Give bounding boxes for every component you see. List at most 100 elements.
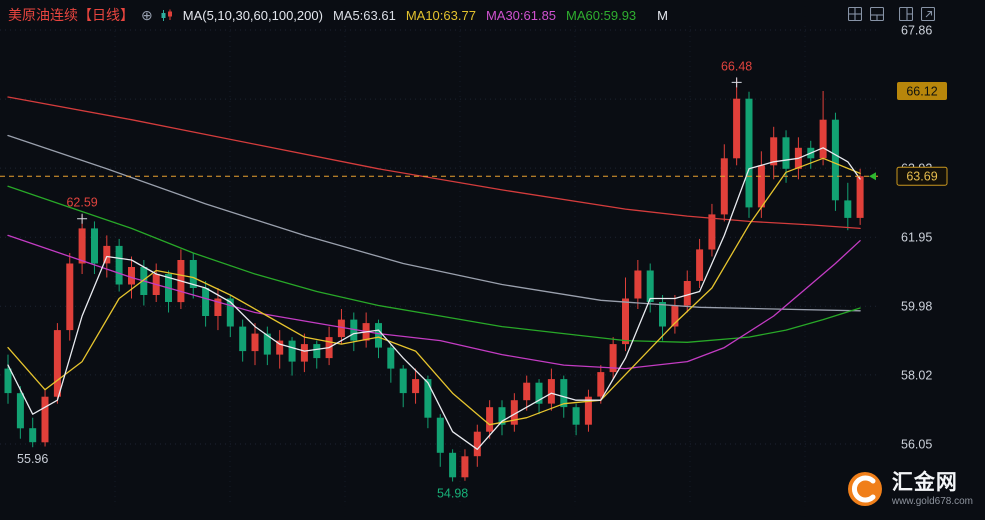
candlestick [276, 330, 284, 369]
candlestick [622, 277, 629, 352]
candlestick [300, 333, 308, 373]
period-indicator: M [657, 7, 668, 23]
candlestick [856, 168, 864, 225]
ma30-value: MA30:61.85 [485, 7, 557, 23]
ma100-line [7, 134, 861, 312]
axis-tick-label: 67.86 [901, 24, 932, 38]
candlestick [584, 389, 592, 432]
ma10-line [7, 157, 861, 426]
candlestick [239, 319, 247, 362]
candlestick [66, 253, 74, 341]
candlestick [436, 414, 444, 467]
last-price-arrow-icon [869, 172, 876, 181]
ma5-value: MA5:63.61 [332, 7, 396, 23]
candlestick [288, 337, 296, 376]
price-annotation: 62.59 [66, 196, 97, 210]
candlestick [659, 295, 666, 341]
candlestick [4, 354, 12, 404]
ma200-line [7, 96, 861, 230]
candlestick [535, 379, 543, 415]
watermark-site-name: 汇金网 [891, 471, 958, 495]
price-annotation: 66.48 [721, 59, 752, 73]
symbol-title[interactable]: 美原油连续【日线】 [8, 7, 134, 23]
candlestick [251, 323, 259, 366]
candlestick [770, 126, 778, 180]
candlestick [733, 78, 741, 166]
axis-tick-label: 59.98 [901, 300, 932, 314]
candlestick [523, 375, 531, 411]
watermark-text: 汇金网 www.gold678.com [892, 471, 973, 506]
candlestick [461, 449, 469, 481]
axis-tick-label: 61.95 [901, 231, 932, 245]
candlestick [78, 214, 86, 274]
candlestick [486, 400, 494, 439]
candlestick [53, 323, 61, 404]
candlestick [375, 319, 382, 359]
candlestick [782, 130, 790, 183]
price-badge: 66.12 [897, 82, 947, 100]
candlestick [473, 424, 481, 467]
candlestick [671, 295, 679, 334]
candlestick [844, 182, 852, 231]
candlestick [313, 340, 321, 369]
chart-toolbar [848, 7, 935, 21]
candlestick [115, 238, 123, 292]
chart-header: 美原油连续【日线】 ⊕ MA(5,10,30,60,100,200) MA5:6… [8, 5, 668, 25]
layout-split-bottom-icon[interactable] [870, 7, 884, 21]
candlestick [263, 326, 271, 366]
svg-text:63.69: 63.69 [906, 170, 937, 184]
candlestick [720, 144, 728, 222]
plus-circle-icon[interactable]: ⊕ [141, 7, 153, 23]
ma30-line [7, 234, 861, 370]
axis-tick-label: 58.02 [901, 368, 932, 382]
candlestick [16, 386, 24, 439]
candlestick [819, 91, 827, 166]
candlestick [572, 403, 580, 436]
axis-tick-label: 56.05 [901, 438, 932, 452]
candlestick [807, 140, 815, 169]
candlestick [424, 375, 432, 429]
candlestick [597, 365, 605, 404]
candlestick [745, 91, 753, 218]
candlestick [449, 449, 457, 482]
candlestick [708, 203, 716, 257]
candlestick [634, 260, 642, 309]
candlestick [337, 309, 345, 345]
candlestick [498, 400, 506, 436]
high-cross-marker [77, 213, 88, 224]
candlestick [189, 253, 197, 299]
site-watermark: 汇金网 www.gold678.com [847, 471, 973, 507]
ma60-line [7, 185, 861, 343]
huijin-logo-icon [847, 472, 882, 506]
candlestick [399, 365, 407, 408]
candlestick [350, 312, 358, 352]
ma60-value: MA60:59.93 [566, 7, 637, 23]
candlestick [362, 312, 370, 348]
kline-style-icon[interactable] [160, 9, 174, 22]
candlestick [547, 368, 555, 411]
ma-overlay-label: MA(5,10,30,60,100,200) [182, 7, 323, 23]
candlestick [387, 344, 395, 383]
candlestick [41, 389, 49, 447]
candlestick [609, 337, 617, 380]
price-annotation: 54.98 [437, 487, 468, 501]
candlestick [177, 249, 185, 309]
price-annotation: 55.96 [17, 452, 48, 466]
layout-grid-icon[interactable] [848, 7, 862, 21]
candlestick [29, 417, 37, 448]
candlestick [683, 270, 691, 313]
price-badge: 63.69 [896, 166, 948, 186]
candlestick [152, 263, 160, 302]
candlestick [412, 368, 420, 404]
ma5-line [7, 147, 861, 450]
high-cross-marker [731, 77, 742, 88]
svg-text:66.12: 66.12 [906, 85, 937, 99]
expand-icon[interactable] [921, 7, 935, 21]
ma10-value: MA10:63.77 [405, 7, 476, 23]
candlestick [510, 393, 518, 432]
watermark-site-url: www.gold678.com [891, 495, 973, 507]
candlestick [831, 112, 839, 211]
layout-split-right-icon[interactable] [899, 7, 913, 21]
